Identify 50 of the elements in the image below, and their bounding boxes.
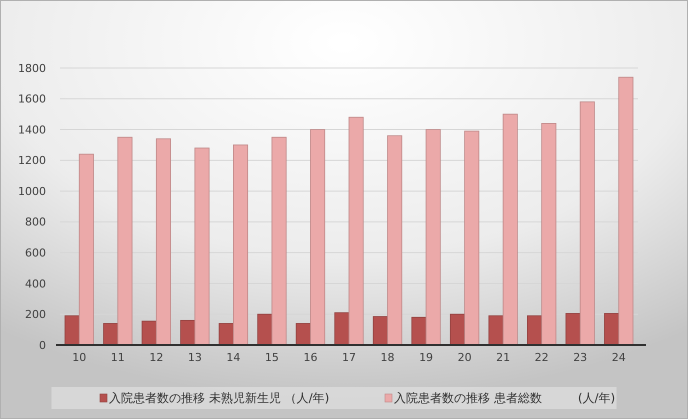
legend-label: 入院患者数の推移 患者総数 (人/年) (394, 391, 616, 405)
bar (64, 315, 80, 346)
bar (348, 116, 364, 346)
x-tick-label: 14 (226, 351, 240, 364)
y-tick-label: 1400 (18, 123, 46, 136)
legend-label: 入院患者数の推移 未熟児新生児 （人/年) (109, 391, 330, 405)
y-tick-label: 200 (25, 308, 46, 322)
bar (180, 320, 196, 346)
y-tick-label: 600 (25, 246, 46, 260)
bar (464, 130, 480, 346)
bar (117, 136, 132, 346)
bar (142, 320, 157, 346)
x-tick-label: 16 (303, 351, 318, 364)
x-tick-label: 13 (188, 351, 202, 364)
bar (426, 129, 441, 346)
bar (387, 135, 402, 346)
y-tick-label: 800 (25, 216, 46, 229)
bar (272, 136, 287, 346)
bar (618, 76, 634, 346)
bar (527, 315, 542, 346)
bar (566, 313, 581, 346)
x-tick-label: 18 (380, 351, 395, 364)
bar (310, 129, 326, 346)
x-tick-label: 10 (72, 351, 86, 364)
bar (541, 123, 556, 346)
x-tick-label: 22 (534, 351, 549, 364)
bar (233, 144, 248, 346)
bar (604, 313, 620, 346)
y-tick-label: 400 (25, 277, 46, 290)
bar (194, 148, 210, 346)
x-tick-label: 11 (110, 351, 125, 364)
y-tick-label: 0 (39, 338, 46, 352)
bar (103, 323, 118, 346)
x-tick-label: 21 (496, 351, 510, 364)
y-tick-label: 1800 (18, 62, 46, 75)
y-tick-label: 1600 (18, 92, 46, 106)
x-tick-label: 12 (149, 351, 164, 364)
x-tick-label: 23 (573, 351, 588, 364)
bar (218, 323, 234, 346)
bar (156, 138, 171, 346)
bar (78, 154, 94, 346)
x-tick-label: 24 (612, 351, 626, 364)
x-tick-label: 19 (419, 351, 434, 364)
y-tick-label: 1200 (18, 154, 46, 168)
x-tick-label: 17 (342, 351, 356, 364)
bar (502, 114, 518, 346)
y-tick-label: 1000 (18, 184, 46, 198)
x-tick-label: 15 (264, 351, 279, 364)
x-tick-label: 20 (458, 351, 472, 364)
bar (580, 101, 595, 346)
